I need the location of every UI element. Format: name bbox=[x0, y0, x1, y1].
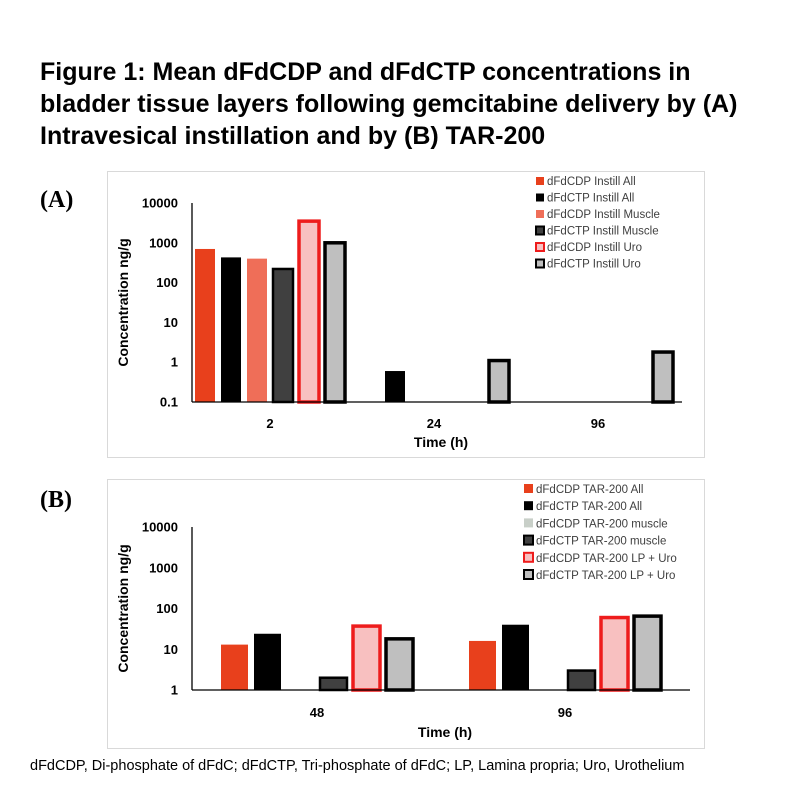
chart-a-x-axis-title: Time (h) bbox=[414, 434, 468, 450]
chart-a-x-tick-label: 24 bbox=[427, 416, 442, 431]
chart-a-y-tick-label: 100 bbox=[156, 275, 178, 290]
chart-a-bar bbox=[385, 371, 405, 402]
chart-a-bar bbox=[195, 248, 215, 402]
chart-a-y-tick-label: 10 bbox=[164, 315, 178, 330]
chart-a-x-tick-label: 2 bbox=[266, 416, 273, 431]
chart-a-legend-label: dFdCTP Instill Muscle bbox=[547, 226, 659, 238]
chart-a-y-axis-title: Concentration ng/g bbox=[115, 238, 131, 366]
chart-b-legend-swatch bbox=[524, 484, 533, 493]
chart-b-y-tick-label: 100 bbox=[156, 601, 178, 616]
chart-b-y-axis-title: Concentration ng/g bbox=[115, 544, 131, 672]
chart-b-bar bbox=[502, 624, 529, 690]
chart-b-y-tick-label: 1 bbox=[171, 683, 178, 698]
chart-b-x-axis-title: Time (h) bbox=[418, 724, 472, 740]
chart-b-bar bbox=[351, 624, 382, 692]
chart-b-y-tick-label: 10000 bbox=[142, 520, 178, 535]
chart-a-legend-swatch bbox=[535, 258, 545, 269]
chart-a-bar bbox=[221, 257, 241, 402]
chart-a-y-tick-label: 1000 bbox=[149, 235, 178, 250]
chart-a-y-tick-label: 10000 bbox=[142, 196, 178, 211]
chart-b-legend-swatch bbox=[524, 518, 533, 528]
chart-b-bar bbox=[384, 637, 415, 692]
footnote: dFdCDP, Di-phosphate of dFdC; dFdCTP, Tr… bbox=[30, 758, 685, 774]
panel-label-b: (B) bbox=[40, 487, 72, 513]
chart-b-legend-label: dFdCDP TAR-200 All bbox=[536, 484, 643, 496]
chart-b-legend-swatch bbox=[524, 501, 533, 511]
chart-a-legend-swatch bbox=[535, 225, 545, 236]
chart-b-bar bbox=[632, 614, 663, 692]
chart-a-bar bbox=[247, 258, 267, 402]
chart-b-x-tick-label: 96 bbox=[558, 705, 572, 720]
chart-b-legend-swatch bbox=[523, 551, 534, 563]
chart-b-bar bbox=[318, 676, 349, 692]
chart-a-legend-label: dFdCTP Instill All bbox=[547, 193, 634, 205]
chart-b-bar bbox=[599, 615, 630, 692]
chart-a-legend-swatch bbox=[536, 210, 544, 218]
chart-b-legend-label: dFdCTP TAR-200 LP + Uro bbox=[536, 570, 675, 582]
chart-b-bar bbox=[254, 633, 281, 690]
chart-a-y-tick-label: 1 bbox=[171, 355, 178, 370]
chart-b-legend-swatch bbox=[523, 569, 534, 580]
figure-title: Figure 1: Mean dFdCDP and dFdCTP concent… bbox=[40, 58, 738, 150]
chart-a-legend-swatch bbox=[536, 177, 544, 185]
chart-b-legend-label: dFdCTP TAR-200 muscle bbox=[536, 536, 666, 548]
chart-a-legend-swatch bbox=[536, 193, 544, 202]
chart-a-legend-label: dFdCDP Instill Uro bbox=[547, 242, 642, 254]
chart-a-x-tick-label: 96 bbox=[591, 416, 605, 431]
chart-b-bar bbox=[221, 644, 248, 690]
chart-a-legend-label: dFdCTP Instill Uro bbox=[547, 259, 641, 271]
panel-label-a: (A) bbox=[40, 187, 74, 213]
chart-b-bar bbox=[566, 669, 597, 692]
chart-b-legend-label: dFdCTP TAR-200 All bbox=[536, 501, 642, 513]
chart-b-legend-label: dFdCDP TAR-200 muscle bbox=[536, 518, 668, 530]
chart-a-y-tick-label: 0.1 bbox=[160, 395, 178, 410]
chart-b-bar bbox=[469, 640, 496, 690]
chart-b-legend-swatch bbox=[523, 534, 534, 546]
chart-panel-b bbox=[107, 479, 705, 749]
chart-b-y-tick-label: 1000 bbox=[149, 560, 178, 575]
chart-b-x-tick-label: 48 bbox=[310, 705, 324, 720]
chart-a-legend-label: dFdCDP Instill Muscle bbox=[547, 209, 660, 221]
chart-a-legend-swatch bbox=[535, 242, 545, 252]
chart-a-legend-label: dFdCDP Instill All bbox=[547, 176, 636, 188]
chart-b-y-tick-label: 10 bbox=[164, 642, 178, 657]
chart-b-legend-label: dFdCDP TAR-200 LP + Uro bbox=[536, 553, 677, 565]
